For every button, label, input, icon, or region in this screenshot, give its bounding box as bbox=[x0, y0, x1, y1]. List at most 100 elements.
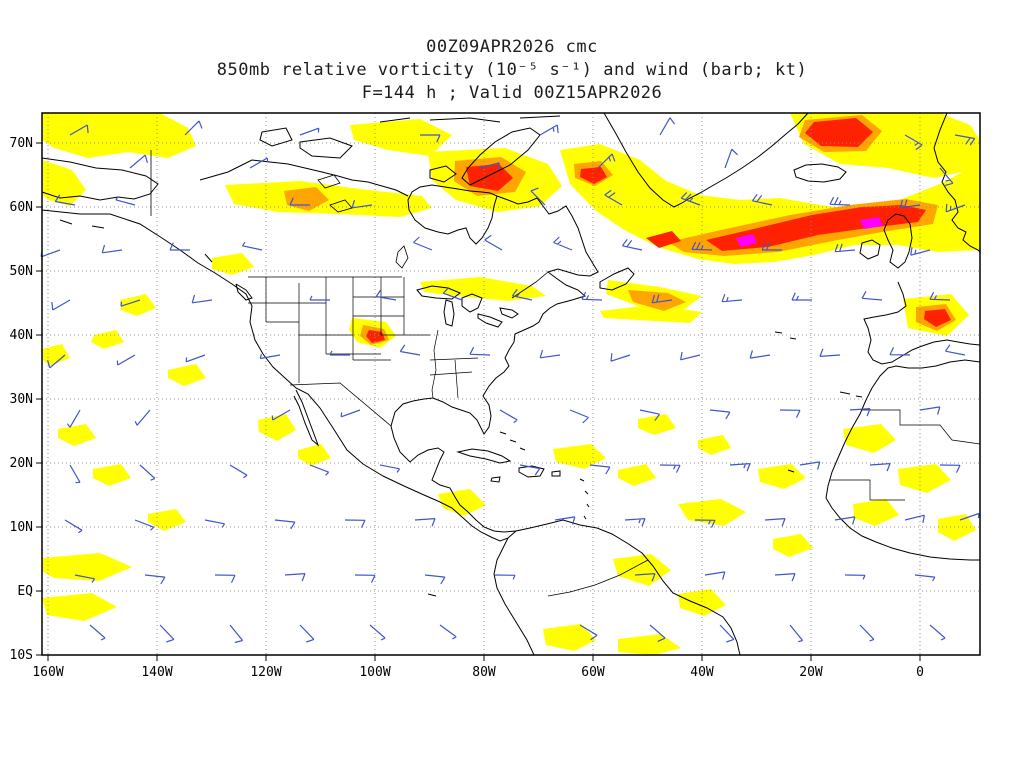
arctic-mainland-coast bbox=[199, 159, 409, 197]
vorticity-region-m bbox=[860, 217, 883, 229]
y-tick-label: 10S bbox=[10, 648, 33, 663]
africa-borders bbox=[830, 409, 981, 501]
banks-island bbox=[259, 127, 293, 147]
great-lakes bbox=[416, 285, 519, 328]
x-tick-label: 40W bbox=[690, 665, 714, 680]
vorticity-region-y bbox=[298, 444, 331, 466]
vorticity-region-y bbox=[58, 424, 96, 446]
france-iberia-coast bbox=[863, 281, 981, 365]
us-mexico-border bbox=[289, 382, 392, 427]
lake-winnipeg bbox=[395, 245, 409, 269]
galapagos bbox=[427, 593, 437, 597]
vorticity-region-y bbox=[953, 193, 980, 230]
x-tick-label: 100W bbox=[359, 665, 390, 680]
wind-barbs-layer bbox=[40, 117, 980, 644]
x-tick-label: 120W bbox=[250, 665, 281, 680]
arctic-islands bbox=[379, 115, 561, 123]
vorticity-region-y bbox=[543, 624, 596, 651]
vorticity-region-r bbox=[706, 205, 926, 251]
vorticity-region-r bbox=[805, 118, 873, 147]
puerto-rico bbox=[551, 470, 561, 477]
x-tick-label: 80W bbox=[472, 665, 496, 680]
vorticity-region-y bbox=[618, 464, 656, 486]
us-state-borders bbox=[248, 276, 430, 383]
valid-time-title: F=144 h ; Valid 00Z15APR2026 bbox=[361, 83, 663, 103]
vorticity-region-r bbox=[924, 309, 951, 327]
vorticity-region-y bbox=[698, 435, 731, 455]
south-america-atlantic-coast bbox=[507, 519, 741, 656]
newfoundland bbox=[599, 267, 635, 291]
y-tick-label: 30N bbox=[10, 392, 33, 407]
field-title: 850mb relative vorticity (10⁻⁵ s⁻¹) and … bbox=[216, 60, 808, 80]
y-tick-label: 10N bbox=[10, 520, 33, 535]
azores bbox=[774, 331, 797, 340]
x-tick-label: 160W bbox=[32, 665, 63, 680]
iceland bbox=[793, 163, 847, 183]
vorticity-region-y bbox=[613, 554, 671, 586]
vorticity-region-y bbox=[678, 499, 746, 526]
norway-denmark-coast bbox=[933, 112, 981, 253]
y-tick-label: 50N bbox=[10, 264, 33, 279]
vorticity-region-y bbox=[638, 414, 676, 435]
baja-california bbox=[293, 389, 320, 447]
y-tick-label: 20N bbox=[10, 456, 33, 471]
vorticity-region-y bbox=[212, 253, 254, 275]
y-tick-label: 70N bbox=[10, 136, 33, 151]
y-tick-label: EQ bbox=[17, 584, 33, 599]
vorticity-region-y bbox=[420, 277, 546, 301]
vorticity-region-y bbox=[600, 305, 702, 323]
vorticity-region-y bbox=[168, 364, 206, 386]
great-britain bbox=[883, 213, 913, 269]
vorticity-shading-layer bbox=[42, 113, 980, 655]
africa-coast bbox=[825, 359, 981, 561]
cape-verde bbox=[787, 469, 795, 473]
st-lawrence-river bbox=[511, 271, 549, 299]
haida-gwaii bbox=[204, 253, 213, 263]
hudson-bay bbox=[407, 184, 498, 245]
north-america-pacific-coast bbox=[41, 209, 535, 656]
vorticity-region-y bbox=[773, 534, 813, 557]
great-bear-lake bbox=[317, 174, 341, 189]
axis-labels-layer: 160W 140W 120W 100W 80W 60W 40W 20W 0 70N 60N 50N 40… bbox=[10, 136, 924, 680]
amazon-river bbox=[547, 559, 649, 597]
vorticity-region-y bbox=[258, 414, 296, 441]
southeast-state-borders bbox=[429, 357, 479, 399]
aleutian-specks bbox=[59, 219, 105, 229]
vorticity-region-y bbox=[758, 464, 806, 489]
vorticity-region-y bbox=[42, 160, 86, 206]
vorticity-region-y bbox=[853, 499, 899, 526]
init-time-title: 00Z09APR2026 cmc bbox=[426, 37, 598, 57]
y-tick-label: 60N bbox=[10, 200, 33, 215]
vorticity-region-y bbox=[42, 113, 196, 158]
vorticity-region-r bbox=[466, 164, 513, 191]
mississippi-river bbox=[431, 329, 439, 399]
plot-border bbox=[41, 112, 981, 656]
vorticity-region-y bbox=[618, 634, 681, 655]
great-slave-lake bbox=[329, 199, 353, 213]
vorticity-region-r bbox=[646, 231, 681, 248]
vorticity-region-m bbox=[736, 234, 757, 247]
bahamas bbox=[499, 431, 526, 451]
canary-islands bbox=[839, 391, 863, 398]
vorticity-region-y bbox=[93, 464, 131, 486]
x-tick-label: 60W bbox=[581, 665, 605, 680]
baffin-island bbox=[461, 127, 541, 186]
vorticity-region-r bbox=[580, 167, 607, 184]
gulf-caribbean-east-coast bbox=[390, 195, 599, 533]
vorticity-region-y bbox=[42, 344, 70, 366]
x-tick-label: 0 bbox=[916, 665, 924, 680]
vorticity-region-y bbox=[120, 294, 156, 316]
vorticity-region-y bbox=[42, 593, 117, 621]
vorticity-region-r bbox=[366, 330, 385, 343]
chart-title-block: 00Z09APR2026 cmc 850mb relative vorticit… bbox=[0, 36, 1024, 105]
cuba bbox=[456, 448, 512, 464]
vorticity-region-y bbox=[438, 489, 486, 516]
ireland bbox=[859, 239, 881, 260]
jamaica bbox=[490, 476, 501, 483]
x-tick-label: 140W bbox=[141, 665, 172, 680]
vorticity-region-y bbox=[678, 589, 726, 616]
greenland-coast bbox=[603, 112, 809, 208]
vorticity-region-y bbox=[843, 424, 896, 453]
vancouver-island bbox=[235, 283, 253, 301]
coastlines-layer bbox=[41, 112, 981, 656]
